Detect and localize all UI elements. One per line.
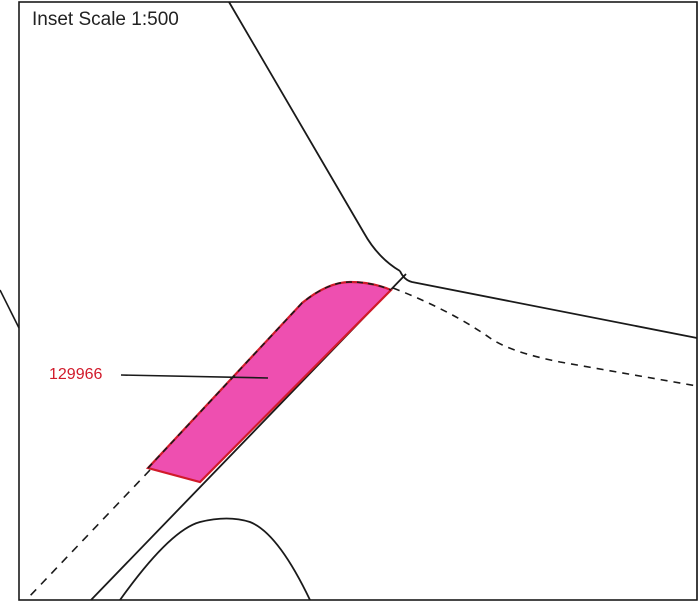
curved-boundary-south bbox=[119, 517, 311, 601]
parcel-id-label[interactable]: 129966 bbox=[49, 366, 103, 383]
parcel-dashed-edge bbox=[147, 281, 392, 469]
boundary-line-east bbox=[399, 270, 698, 339]
boundary-line-left-edge bbox=[0, 289, 20, 329]
boundary-line-north bbox=[228, 1, 401, 272]
dashed-boundary-east bbox=[392, 287, 698, 387]
parcel-leader-line bbox=[120, 374, 269, 379]
scale-label: Inset Scale 1:500 bbox=[32, 9, 179, 31]
